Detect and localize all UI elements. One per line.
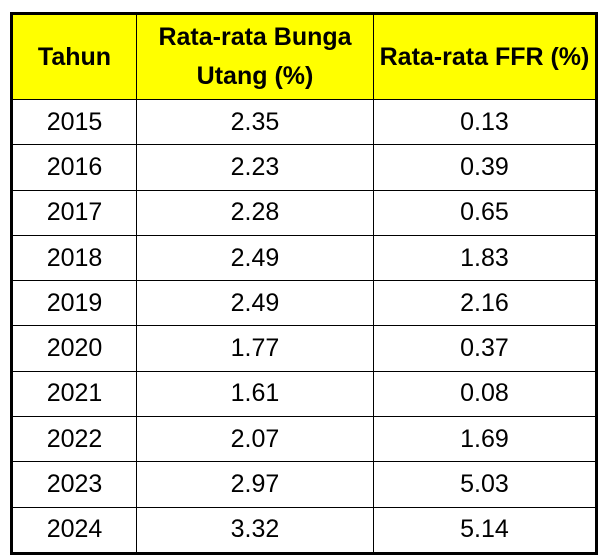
table-row: 2015 2.35 0.13 [11,98,597,146]
bunga-cell: 1.61 [136,370,374,418]
bunga-cell: 2.28 [136,189,374,236]
ffr-cell: 0.13 [373,98,597,146]
year-cell: 2018 [11,234,137,282]
table-row: 2018 2.49 1.83 [11,234,597,282]
ffr-cell: 2.16 [373,280,597,327]
bunga-cell: 2.35 [136,98,374,146]
ffr-cell: 0.39 [373,144,597,191]
table-row: 2017 2.28 0.65 [11,189,597,236]
year-cell: 2021 [11,370,137,418]
header-row: Tahun Rata-rata Bunga Utang (%) Rata-rat… [11,13,597,100]
table-row: 2023 2.97 5.03 [11,461,597,508]
ffr-cell: 1.69 [373,416,597,463]
bunga-cell: 2.49 [136,280,374,327]
header-bunga-utang: Rata-rata Bunga Utang (%) [136,13,374,100]
bunga-cell: 3.32 [136,506,374,554]
ffr-cell: 5.14 [373,506,597,554]
ffr-cell: 0.08 [373,370,597,418]
year-cell: 2016 [11,144,137,191]
header-ffr: Rata-rata FFR (%) [373,13,597,100]
ffr-cell: 0.65 [373,189,597,236]
year-cell: 2015 [11,98,137,146]
table-row: 2021 1.61 0.08 [11,370,597,418]
year-cell: 2019 [11,280,137,327]
table-row: 2016 2.23 0.39 [11,144,597,191]
year-cell: 2023 [11,461,137,508]
bunga-cell: 2.97 [136,461,374,508]
ffr-cell: 1.83 [373,234,597,282]
yearly-rates-table: Tahun Rata-rata Bunga Utang (%) Rata-rat… [10,12,598,555]
header-tahun: Tahun [11,13,137,100]
ffr-cell: 5.03 [373,461,597,508]
bunga-cell: 1.77 [136,325,374,372]
year-cell: 2020 [11,325,137,372]
ffr-cell: 0.37 [373,325,597,372]
bunga-cell: 2.23 [136,144,374,191]
bunga-cell: 2.49 [136,234,374,282]
data-table-container: Tahun Rata-rata Bunga Utang (%) Rata-rat… [10,12,598,555]
bunga-cell: 2.07 [136,416,374,463]
year-cell: 2022 [11,416,137,463]
table-row: 2019 2.49 2.16 [11,280,597,327]
table-row: 2022 2.07 1.69 [11,416,597,463]
year-cell: 2024 [11,506,137,554]
table-row: 2020 1.77 0.37 [11,325,597,372]
table-row: 2024 3.32 5.14 [11,506,597,554]
year-cell: 2017 [11,189,137,236]
